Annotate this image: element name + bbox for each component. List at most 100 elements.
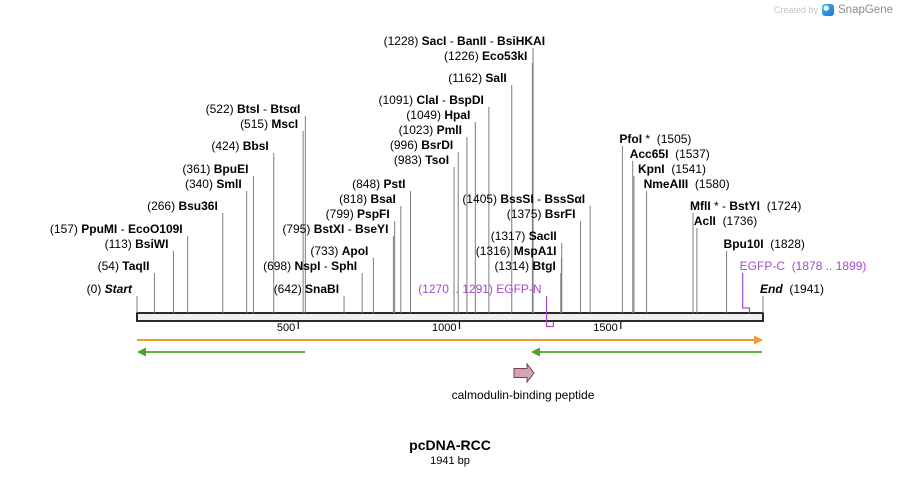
label-text: Bsu36I: [178, 199, 218, 213]
snapgene-brand-text: SnapGene: [838, 4, 893, 16]
enzyme-site-label: (983) TsoI: [394, 154, 449, 167]
label-text: (1878 .. 1899): [791, 259, 867, 273]
label-text: BtgI: [532, 259, 556, 273]
label-text: *: [642, 132, 657, 146]
label-text: (1314): [494, 259, 533, 273]
plasmid-size: 1941 bp: [430, 455, 470, 467]
label-text: (157): [49, 222, 82, 236]
label-text: TaqII: [122, 259, 150, 273]
enzyme-site-label: (1375) BsrFI: [507, 208, 576, 221]
label-text: (1049): [406, 108, 445, 122]
label-text: BstXI: [313, 222, 345, 236]
label-text: -: [533, 192, 545, 206]
label-text: KpnI: [637, 162, 665, 176]
label-text: (1228): [383, 34, 422, 48]
cbp-block-arrow: [513, 362, 535, 384]
enzyme-site-label: Bpu10I (1828): [724, 238, 805, 251]
label-text: BanII: [457, 34, 487, 48]
label-text: [760, 199, 767, 213]
enzyme-site-label: (799) PspFI: [326, 208, 390, 221]
label-text: (1375): [506, 207, 545, 221]
label-text: (733): [310, 244, 342, 258]
label-text: MspA1I: [513, 244, 557, 258]
label-text: (1270 .. 1291): [418, 282, 497, 296]
label-text: (340): [184, 177, 217, 191]
label-text: BtsαI: [270, 102, 301, 116]
ruler-tick-label: 1500: [593, 322, 618, 334]
enzyme-site-label: (424) BbsI: [211, 140, 268, 153]
label-text: (1736): [722, 214, 758, 228]
enzyme-site-label: (1316) MspA1I: [476, 245, 557, 258]
enzyme-site-label: (733) ApoI: [310, 245, 368, 258]
label-text: -: [117, 222, 128, 236]
calmodulin-binding-peptide-label: calmodulin-binding peptide: [451, 388, 595, 402]
label-text: BseYI: [355, 222, 389, 236]
label-text: (1537): [675, 147, 710, 161]
label-text: [716, 214, 723, 228]
feature-range-bracket: [742, 273, 751, 313]
label-text: (1316): [475, 244, 514, 258]
ruler-tick-label: 1000: [432, 322, 457, 334]
snapgene-logo-icon: [822, 4, 834, 16]
enzyme-site-label: (698) NspI - SphI: [263, 260, 357, 273]
label-text: -: [259, 102, 271, 116]
label-text: MflI: [690, 199, 711, 213]
label-text: BsiWI: [135, 237, 169, 251]
enzyme-site-label: (54) TaqII: [98, 260, 150, 273]
enzyme-site-label: (515) MscI: [240, 118, 298, 131]
label-text: -: [344, 222, 356, 236]
label-text: HpaI: [444, 108, 471, 122]
enzyme-site-label: (157) PpuMI - EcoO109I: [50, 223, 183, 236]
plasmid-name: pcDNA-RCC: [409, 437, 491, 453]
enzyme-site-label: (1405) BssSI - BssSαI: [462, 193, 585, 206]
label-text: NspI: [294, 259, 321, 273]
enzyme-site-label: (0) Start: [87, 283, 132, 296]
feature-range-bracket: [545, 296, 554, 328]
label-text: End: [760, 282, 783, 296]
snapgene-watermark: Created by SnapGene: [774, 4, 893, 16]
label-text: EGFP-N: [496, 282, 542, 296]
label-text: (1023): [398, 123, 437, 137]
label-text: (1828): [770, 237, 805, 251]
label-text: -: [486, 34, 498, 48]
enzyme-site-label: End (1941): [760, 283, 824, 296]
label-text: (1405): [462, 192, 501, 206]
label-text: EcoO109I: [127, 222, 183, 236]
label-text: BsrDI: [421, 138, 454, 152]
label-text: TsoI: [425, 153, 450, 167]
enzyme-site-label: (1049) HpaI: [406, 109, 470, 122]
label-text: BspDI: [449, 93, 484, 107]
enzyme-site-label: (1091) ClaI - BspDI: [378, 94, 483, 107]
label-text: (1724): [766, 199, 802, 213]
label-text: SacI: [421, 34, 447, 48]
label-text: (1317): [490, 229, 529, 243]
label-text: [688, 177, 695, 191]
label-text: -: [446, 34, 458, 48]
label-text: SnaBI: [305, 282, 340, 296]
label-text: (642): [273, 282, 306, 296]
label-text: (1091): [378, 93, 417, 107]
enzyme-site-label: (340) SmlI: [185, 178, 242, 191]
ruler-tick-label: 500: [276, 322, 296, 334]
enzyme-site-label: (642) SnaBI: [274, 283, 339, 296]
enzyme-site-label: KpnI (1541): [638, 163, 706, 176]
label-text: (54): [97, 259, 123, 273]
label-text: (698): [263, 259, 295, 273]
enzyme-site-label: Acc65I (1537): [630, 148, 710, 161]
label-text: SmlI: [216, 177, 242, 191]
label-text: PfoI: [619, 132, 643, 146]
label-text: (1541): [671, 162, 707, 176]
label-text: ApoI: [341, 244, 369, 258]
label-text: BsiHKAI: [497, 34, 546, 48]
label-text: BsrFI: [544, 207, 576, 221]
label-text: EGFP-C: [739, 259, 786, 273]
orange-strand-arrowhead: [754, 335, 763, 345]
label-text: (799): [325, 207, 358, 221]
label-text: Bpu10I: [723, 237, 764, 251]
label-text: BpuEI: [213, 162, 249, 176]
label-text: MscI: [271, 117, 299, 131]
enzyme-site-label: (1023) PmlI: [399, 124, 462, 137]
enzyme-site-label: (1228) SacI - BanII - BsiHKAI: [384, 35, 545, 48]
green-strand-arrowhead: [137, 347, 146, 357]
enzyme-site-label: (361) BpuEI: [182, 163, 248, 176]
